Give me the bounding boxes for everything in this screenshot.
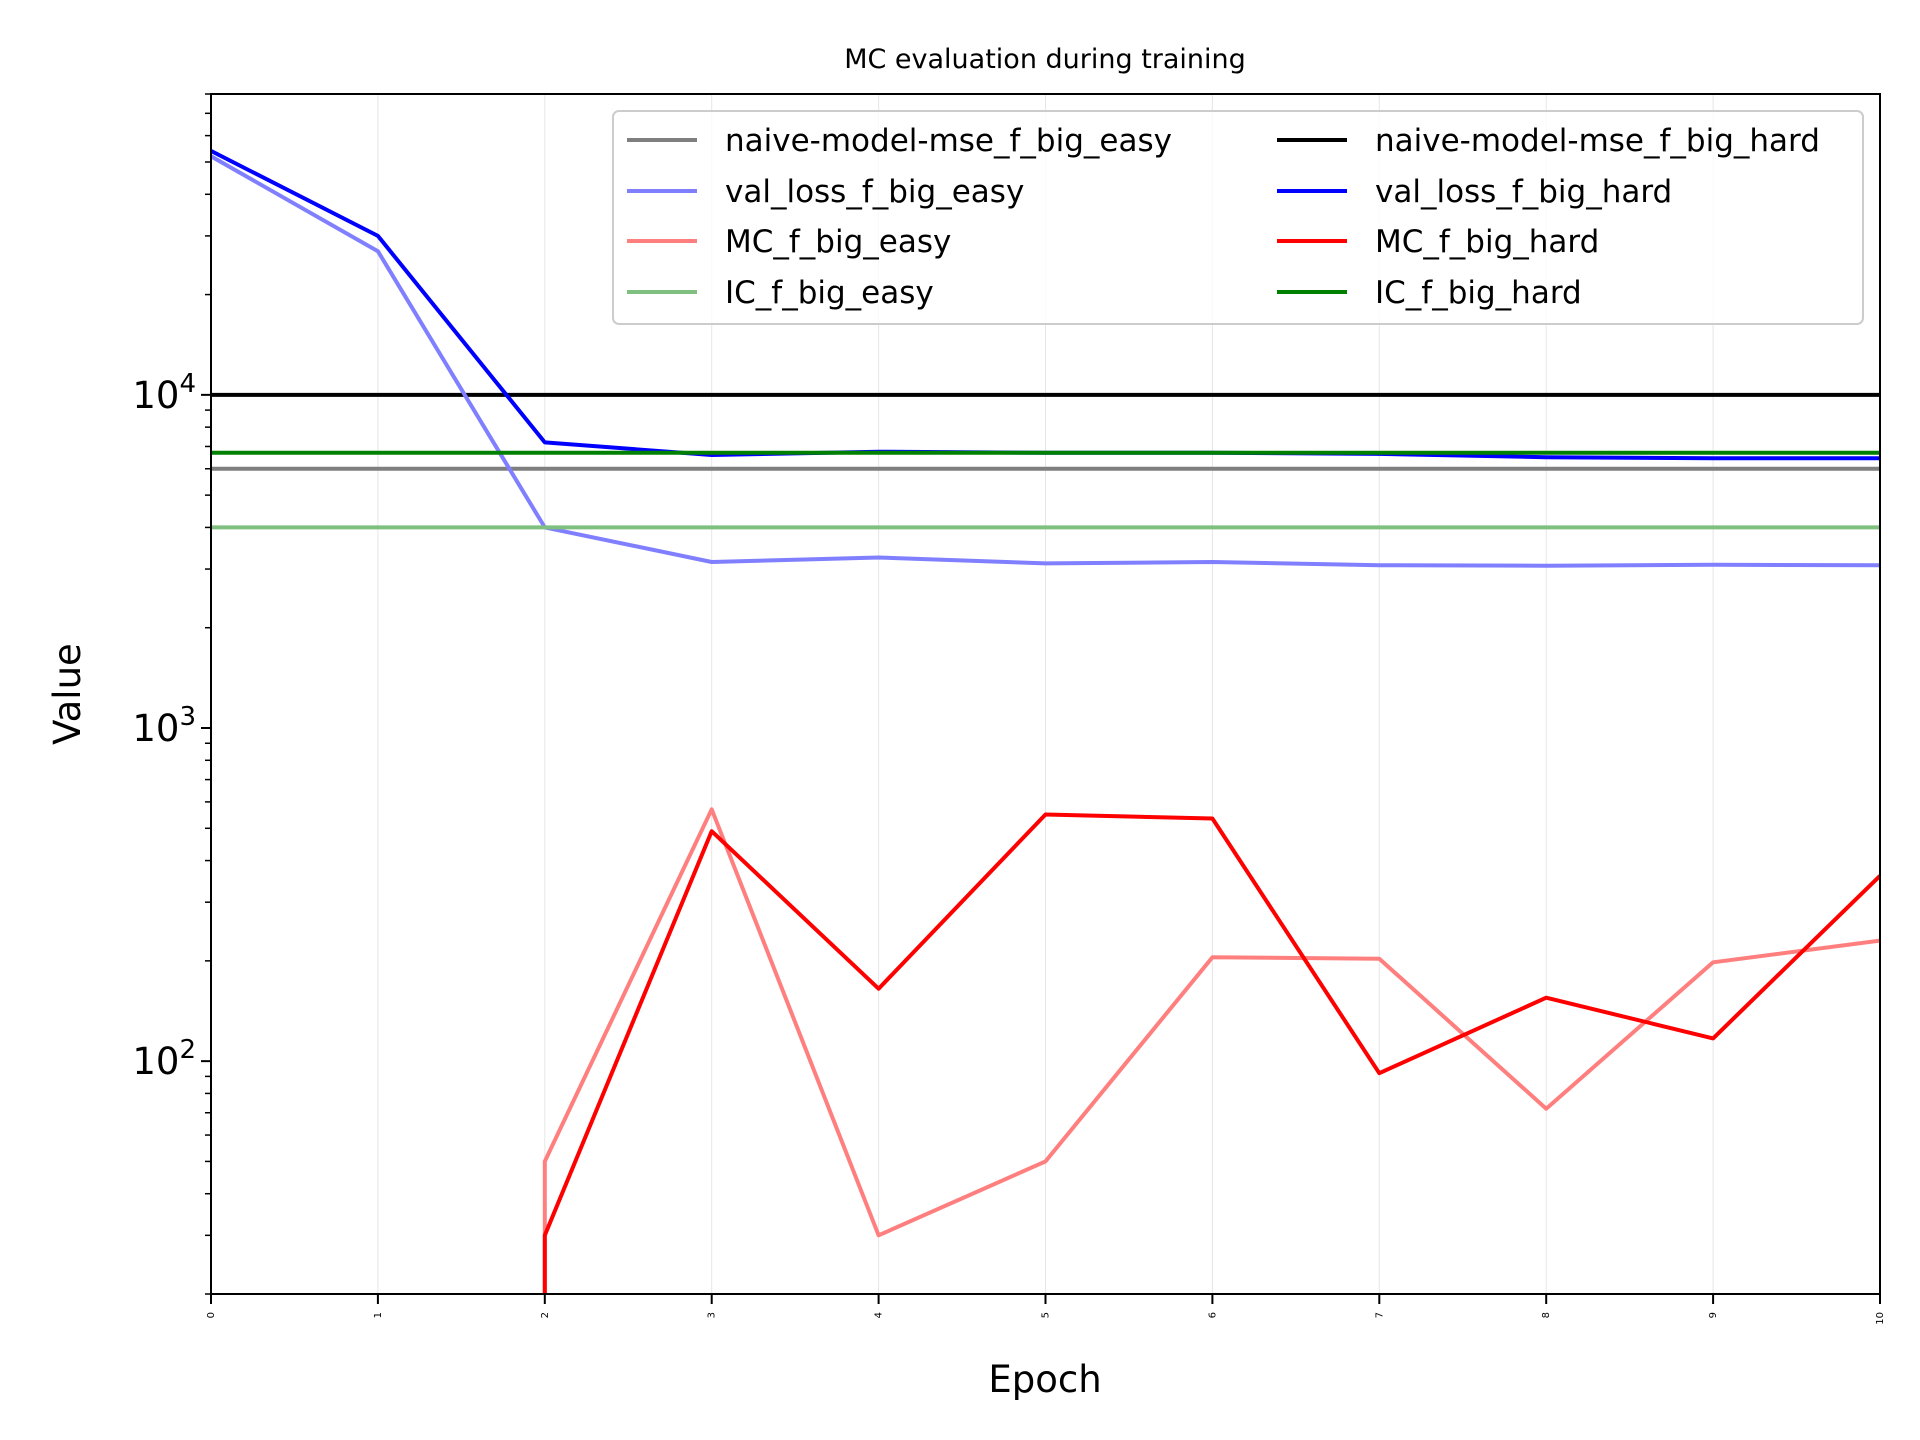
axis-ticks: 0 1 2 3 4 5 6 7 8 9 10 102 103 104 (132, 93, 1886, 1325)
legend-entry: MC_f_big_easy (725, 224, 951, 260)
legend-entry: MC_f_big_hard (1375, 224, 1599, 260)
series-line-MC_f_big_easy (542, 807, 1880, 1294)
legend-entry: IC_f_big_hard (1375, 275, 1582, 311)
x-tick-label: 9 (1708, 1312, 1719, 1318)
series-line-val_loss_f_big_easy (211, 154, 1880, 568)
x-tick-label: 3 (707, 1312, 718, 1318)
chart-title: MC evaluation during training (844, 44, 1246, 75)
x-tick-label: 5 (1041, 1312, 1052, 1318)
x-tick-label: 1 (373, 1312, 384, 1318)
legend-box (612, 110, 1864, 325)
series-layer (211, 149, 1880, 1294)
x-tick-label: 8 (1541, 1312, 1552, 1318)
x-tick-label: 0 (206, 1312, 217, 1318)
y-axis-label: Value (46, 643, 89, 745)
x-tick-label: 4 (874, 1312, 885, 1318)
y-tick-label: 104 (132, 369, 196, 417)
x-tick-label: 7 (1374, 1312, 1385, 1318)
x-tick-label: 10 (1875, 1312, 1886, 1325)
legend: naive-model-mse_f_big_easy naive-model-ms… (612, 110, 1864, 325)
x-tick-label: 2 (540, 1312, 551, 1318)
legend-entry: naive-model-mse_f_big_easy (725, 123, 1172, 159)
y-tick-label: 103 (132, 702, 196, 750)
legend-entry: IC_f_big_easy (725, 275, 934, 311)
x-axis-label: Epoch (988, 1358, 1101, 1401)
legend-entry: val_loss_f_big_easy (725, 174, 1024, 210)
legend-entry: naive-model-mse_f_big_hard (1375, 123, 1820, 159)
y-tick-label: 102 (132, 1035, 196, 1083)
legend-entry: val_loss_f_big_hard (1375, 174, 1672, 210)
x-tick-label: 6 (1207, 1312, 1218, 1318)
series-line-MC_f_big_hard (542, 812, 1880, 1294)
